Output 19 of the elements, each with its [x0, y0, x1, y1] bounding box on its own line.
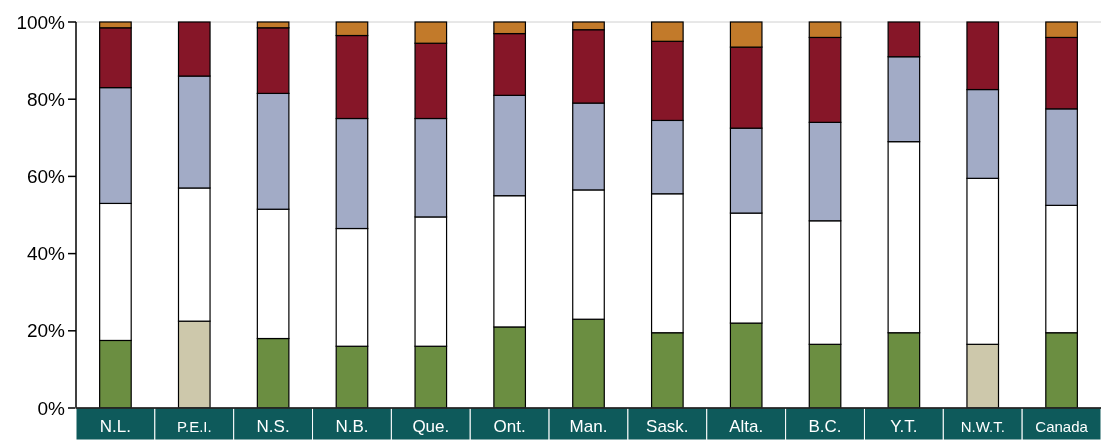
- x-tick-label: Ont.: [493, 417, 526, 436]
- y-tick-label: 40%: [26, 243, 66, 265]
- x-tick-label: Que.: [412, 417, 450, 436]
- x-tick-label: N.L.: [99, 417, 132, 436]
- x-tick-label: P.E.I.: [176, 418, 212, 435]
- x-tick-label: Man.: [569, 417, 608, 436]
- y-tick-label: 100%: [16, 11, 66, 33]
- y-tick-label: 80%: [26, 88, 66, 110]
- x-tick-label: Alta.: [729, 417, 764, 436]
- x-tick-label: N.B.: [335, 417, 369, 436]
- x-tick-label: B.C.: [808, 417, 842, 436]
- y-tick-label: 0%: [37, 397, 66, 419]
- y-tick-label: 20%: [26, 320, 66, 342]
- x-tick-label: Y.T.: [890, 417, 918, 436]
- x-tick-label: N.W.T.: [960, 418, 1005, 435]
- y-tick-label: 60%: [26, 166, 66, 188]
- x-tick-label: Sask.: [646, 417, 689, 436]
- x-tick-label: N.S.: [256, 417, 290, 436]
- x-tick-label: Canada: [1035, 418, 1089, 435]
